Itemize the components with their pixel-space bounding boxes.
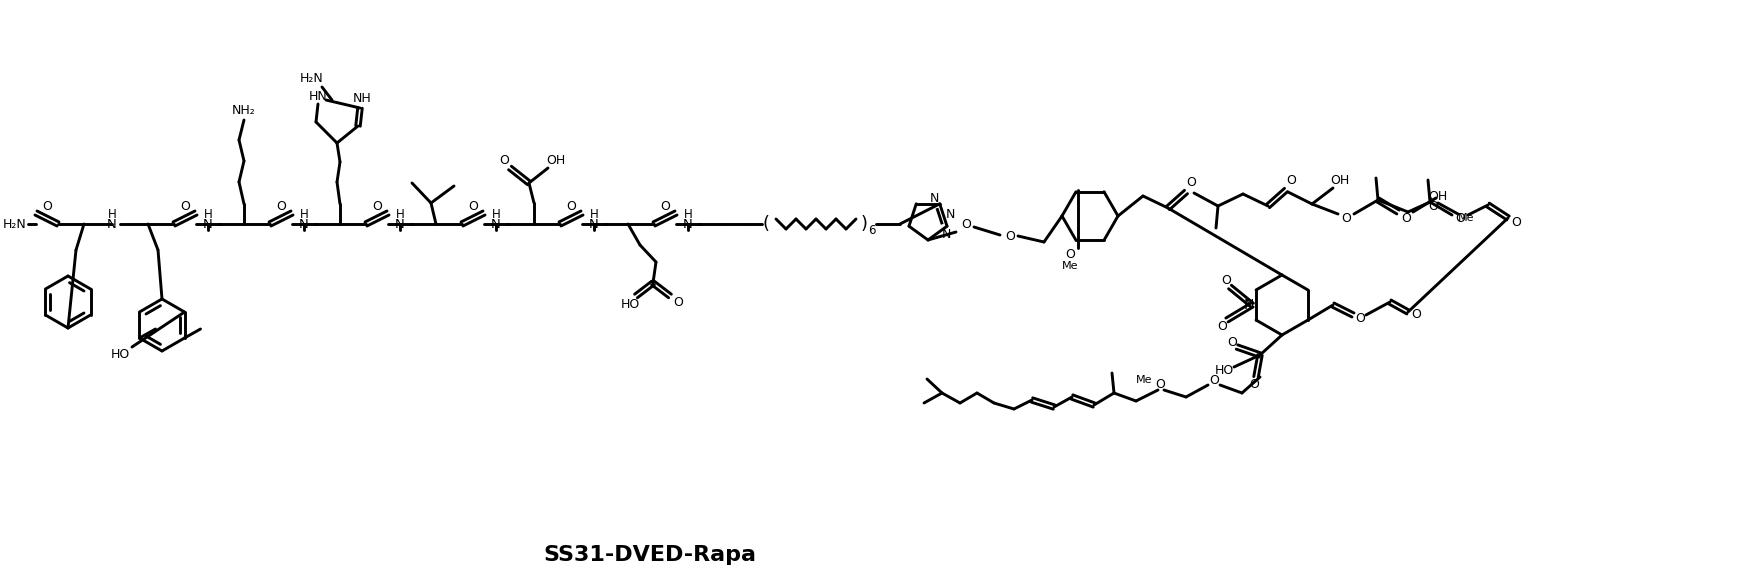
Text: Me: Me xyxy=(1061,261,1079,271)
Text: N: N xyxy=(929,191,938,205)
Text: H: H xyxy=(684,208,693,222)
Text: O: O xyxy=(42,199,52,212)
Text: N: N xyxy=(203,218,214,230)
Text: N: N xyxy=(108,218,116,230)
Text: N: N xyxy=(941,229,950,242)
Text: NH₂: NH₂ xyxy=(233,104,255,116)
Text: H: H xyxy=(203,208,212,222)
Text: O: O xyxy=(1456,212,1464,225)
Text: O: O xyxy=(1155,378,1166,391)
Text: HO: HO xyxy=(1214,364,1233,377)
Text: N: N xyxy=(945,208,955,222)
Text: Me: Me xyxy=(1457,213,1475,223)
Text: ): ) xyxy=(860,215,867,233)
Text: H₂N: H₂N xyxy=(3,218,26,230)
Text: O: O xyxy=(1006,230,1014,243)
Text: N: N xyxy=(1244,298,1254,312)
Text: O: O xyxy=(1511,215,1522,229)
Text: O: O xyxy=(276,199,287,212)
Text: (: ( xyxy=(763,215,769,233)
Text: O: O xyxy=(1410,308,1421,322)
Text: O: O xyxy=(1226,336,1237,349)
Text: HO: HO xyxy=(620,298,639,311)
Text: OH: OH xyxy=(1428,190,1447,202)
Text: NH: NH xyxy=(353,91,372,105)
Text: H: H xyxy=(396,208,405,222)
Text: OH: OH xyxy=(1331,174,1350,187)
Text: O: O xyxy=(1285,174,1296,188)
Text: H: H xyxy=(589,208,598,222)
Text: N: N xyxy=(589,218,599,230)
Text: O: O xyxy=(1428,199,1438,212)
Text: O: O xyxy=(672,295,683,308)
Text: O: O xyxy=(660,199,670,212)
Text: H: H xyxy=(299,208,309,222)
Text: H₂N: H₂N xyxy=(301,71,323,84)
Text: O: O xyxy=(1341,212,1351,225)
Text: SS31-DVED-Rapa: SS31-DVED-Rapa xyxy=(544,545,757,565)
Text: N: N xyxy=(394,218,405,230)
Text: O: O xyxy=(1209,373,1219,387)
Text: H: H xyxy=(492,208,500,222)
Text: O: O xyxy=(566,199,577,212)
Text: OH: OH xyxy=(547,154,566,167)
Text: O: O xyxy=(961,218,971,230)
Text: Me: Me xyxy=(1136,375,1152,385)
Text: O: O xyxy=(1221,274,1232,287)
Text: O: O xyxy=(467,199,478,212)
Text: O: O xyxy=(1249,378,1259,391)
Text: O: O xyxy=(1065,247,1075,260)
Text: O: O xyxy=(1402,212,1410,225)
Text: O: O xyxy=(181,199,189,212)
Text: H: H xyxy=(108,208,116,222)
Text: O: O xyxy=(1355,311,1365,325)
Text: HN: HN xyxy=(309,90,327,102)
Text: O: O xyxy=(372,199,382,212)
Text: O: O xyxy=(1218,321,1226,333)
Text: N: N xyxy=(492,218,500,230)
Text: O: O xyxy=(499,154,509,167)
Text: 6: 6 xyxy=(868,223,875,236)
Text: N: N xyxy=(683,218,693,230)
Text: N: N xyxy=(299,218,309,230)
Text: O: O xyxy=(1186,177,1197,190)
Text: HO: HO xyxy=(111,349,130,362)
